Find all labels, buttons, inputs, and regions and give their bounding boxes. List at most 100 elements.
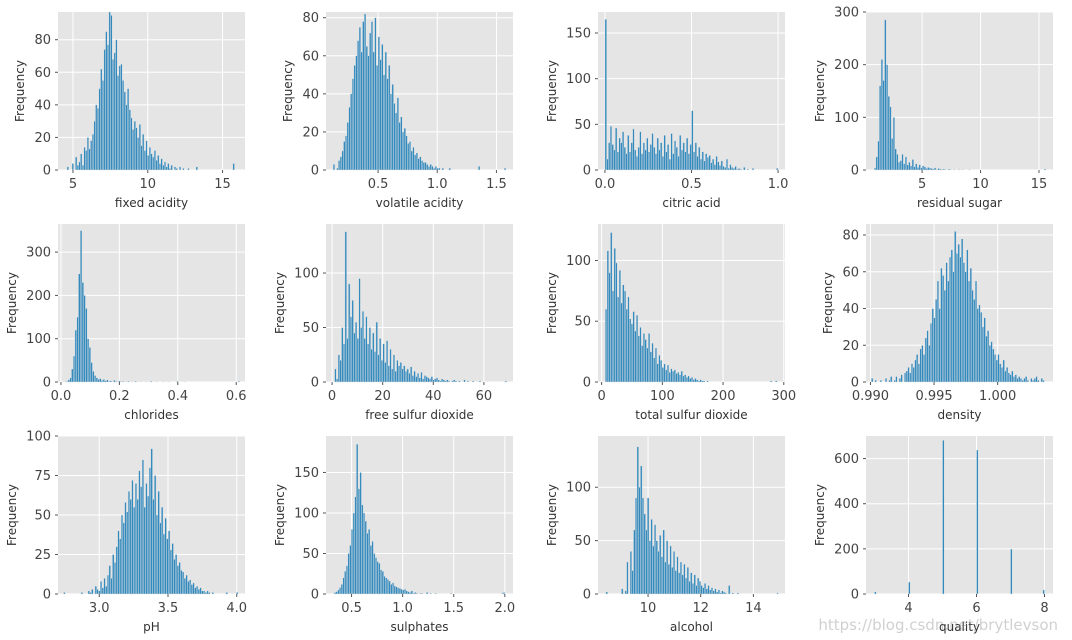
histogram-bar — [138, 470, 141, 595]
histogram-bar — [141, 459, 145, 595]
histogram-bar — [379, 59, 382, 171]
y-tick-label: 80 — [302, 11, 319, 26]
y-tick-label: 400 — [834, 497, 859, 512]
histogram-bar — [412, 146, 415, 171]
histogram-bar — [639, 131, 642, 171]
histogram-bar — [405, 135, 408, 171]
histogram-bar — [898, 378, 901, 383]
histogram-bar — [232, 163, 235, 171]
histogram-bar — [656, 363, 659, 383]
histogram-bar — [874, 591, 877, 595]
histogram-bar — [653, 146, 656, 171]
x-tick-label: 1.0 — [427, 177, 448, 192]
histogram-bar — [346, 122, 349, 171]
histogram-bar — [237, 380, 240, 383]
histogram-bar — [427, 165, 431, 171]
x-tick-label: 15 — [214, 177, 231, 192]
histogram-bar — [880, 59, 883, 171]
histogram-bar — [641, 497, 645, 595]
histogram-bar — [706, 380, 709, 383]
histogram-bar — [637, 335, 640, 383]
histogram-bar — [202, 590, 206, 595]
histogram-bar — [909, 372, 912, 383]
histogram-bar — [899, 160, 902, 171]
histogram-bar — [86, 137, 89, 171]
x-tick-label: 10 — [139, 177, 156, 192]
histogram-bar — [693, 574, 696, 595]
histogram-bar — [666, 540, 669, 595]
histogram-bar — [677, 372, 680, 383]
histogram-bar — [654, 524, 657, 595]
histogram-bar — [964, 271, 967, 383]
histogram-bar — [377, 354, 380, 383]
histogram-bar — [450, 592, 453, 595]
x-tick-label: 0.5 — [341, 601, 362, 616]
histogram-bar — [884, 19, 887, 171]
histogram-bar — [642, 142, 645, 171]
histogram-bar — [886, 64, 889, 171]
histogram-bar — [80, 592, 83, 595]
histogram-bar — [695, 585, 698, 595]
histogram-bar — [367, 343, 370, 383]
histogram-bar — [1007, 372, 1010, 383]
histogram-bar — [335, 591, 338, 595]
histogram-bar — [688, 580, 691, 595]
histogram-bar — [131, 480, 134, 595]
histogram-bar — [720, 160, 723, 171]
histogram-bar — [1004, 370, 1007, 383]
histogram-bar — [386, 340, 389, 383]
histogram-bar — [707, 585, 710, 595]
histogram-bar — [623, 146, 626, 171]
histogram-bar — [949, 169, 952, 171]
histogram-bar — [422, 378, 425, 383]
histogram-bar — [125, 104, 128, 171]
histogram-bar — [882, 80, 885, 171]
histogram-bar — [673, 140, 677, 171]
histogram-bar — [65, 380, 69, 383]
histogram-bar — [776, 592, 779, 595]
histogram-bar — [672, 551, 676, 595]
histogram-bar — [145, 140, 148, 171]
y-axis-label: Frequency — [5, 484, 19, 546]
histogram-bar — [630, 142, 633, 171]
plot-area — [58, 12, 245, 170]
histogram-bar — [158, 163, 162, 171]
histogram-bar — [408, 373, 411, 383]
histogram-bar — [93, 120, 96, 171]
histogram-bar — [344, 571, 347, 595]
histogram-bar — [615, 127, 618, 171]
y-tick-label: 200 — [834, 542, 859, 557]
histogram-bar — [686, 137, 689, 171]
histogram-bar — [94, 585, 97, 595]
histogram-bar — [997, 354, 1000, 383]
y-tick-label: 100 — [26, 332, 51, 347]
histogram-bar — [1026, 379, 1029, 383]
histogram-bar — [410, 366, 413, 383]
histogram-bar — [944, 169, 947, 171]
histogram-bar — [168, 530, 171, 595]
histogram-bar — [426, 164, 429, 171]
histogram-bar — [339, 587, 342, 595]
histogram-bar — [132, 129, 135, 171]
histogram-bar — [649, 144, 652, 171]
histogram-bar — [891, 138, 894, 171]
histogram-bar — [622, 131, 625, 171]
histogram-bar — [96, 107, 100, 171]
histogram-bar — [396, 360, 399, 383]
histogram-bar — [638, 487, 641, 595]
histogram-bar — [160, 158, 163, 171]
x-tick-label: 200 — [711, 389, 736, 404]
histogram-bar — [689, 144, 692, 171]
histogram-bar — [429, 592, 432, 595]
histogram-bar — [701, 380, 704, 383]
histogram-bar — [920, 167, 923, 171]
x-tick-label: 10 — [640, 601, 657, 616]
histogram-bar — [1044, 168, 1047, 171]
histogram-bar — [983, 317, 986, 383]
x-axis-label: sulphates — [390, 620, 448, 634]
histogram-bar — [1002, 359, 1005, 383]
histogram-bar — [1014, 374, 1017, 383]
histogram-bar — [706, 157, 710, 171]
histogram-bar — [351, 300, 354, 383]
x-tick-label: 2.0 — [494, 601, 515, 616]
